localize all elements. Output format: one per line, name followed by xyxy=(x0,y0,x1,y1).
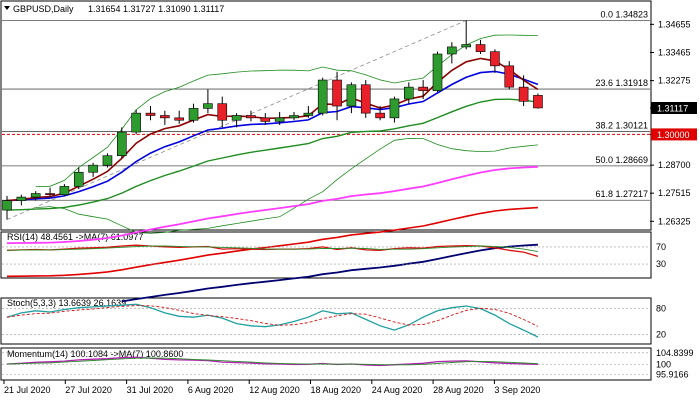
stoch-label: Stoch(5,3,3) 13.6639 26.1639 xyxy=(7,298,126,308)
stoch-axis-label: 80 xyxy=(656,304,666,314)
bullish-candle xyxy=(346,84,357,107)
bullish-candle xyxy=(2,200,12,211)
ohlc-readout: 1.31654 1.31727 1.31090 1.31117 xyxy=(88,4,224,14)
bullish-candle xyxy=(231,115,242,121)
bullish-candle xyxy=(188,108,199,121)
fib-label: 38.2 1.30121 xyxy=(595,121,648,131)
level-price-label: 1.30000 xyxy=(657,130,690,140)
bearish-candle xyxy=(246,115,256,119)
date-axis-label: 12 Aug 2020 xyxy=(249,385,300,395)
bearish-candle xyxy=(332,79,342,107)
date-axis-label: 18 Aug 2020 xyxy=(311,385,362,395)
bullish-candle xyxy=(88,164,98,173)
momentum-label: Momentum(14) 100.1084 ->MA(7) 100.8600 xyxy=(7,349,183,359)
bearish-candle xyxy=(518,86,529,102)
bullish-candle xyxy=(59,186,70,196)
date-axis-label: 31 Jul 2020 xyxy=(127,385,174,395)
rsi-axis-label: 70 xyxy=(656,242,666,252)
chart-header: GBPUSD,Daily 1.31654 1.31727 1.31090 1.3… xyxy=(4,4,224,14)
bearish-candle xyxy=(174,117,184,121)
fib-label: 0.0 1.34823 xyxy=(600,9,648,19)
bullish-candle xyxy=(403,86,414,100)
bearish-candle xyxy=(533,95,543,109)
bearish-candle xyxy=(145,112,156,116)
chart-collapse-icon[interactable] xyxy=(4,6,10,10)
price-axis-label: 1.27515 xyxy=(658,188,691,198)
bullish-candle xyxy=(303,112,314,116)
chart-layer: 0.0 1.34823 23.6 1.31918 38.2 1.30121 50.0 … xyxy=(2,9,697,395)
stoch-main-line xyxy=(6,303,539,338)
bearish-candle xyxy=(217,103,228,121)
bullish-candle xyxy=(289,115,299,119)
bullish-candle xyxy=(432,53,443,91)
date-axis-label: 21 Jul 2020 xyxy=(4,385,51,395)
momentum-axis-label: 104.8399 xyxy=(656,348,694,358)
stoch-axis-label: 20 xyxy=(656,329,666,339)
bearish-candle xyxy=(504,65,515,88)
bullish-candle xyxy=(30,193,41,198)
date-axis-label: 27 Jul 2020 xyxy=(65,385,112,395)
bearish-candle xyxy=(475,44,486,52)
bearish-candle xyxy=(490,51,500,67)
momentum-main-line xyxy=(6,356,538,367)
bollinger-lower-line xyxy=(35,137,538,234)
ema-mid-line xyxy=(6,70,539,202)
bullish-candle xyxy=(447,46,457,55)
stoch-signal-line xyxy=(6,305,539,327)
rsi-signal-line xyxy=(6,245,538,253)
symbol-label: GBPUSD,Daily xyxy=(13,4,74,14)
sma-pink-line xyxy=(6,165,538,245)
momentum-pane-frame xyxy=(0,347,652,381)
price-axis-label: 1.26325 xyxy=(658,216,691,226)
bearish-candle xyxy=(418,86,428,91)
bearish-candle xyxy=(360,84,371,114)
bullish-candle xyxy=(73,171,84,187)
price-pane-frame xyxy=(0,0,652,231)
price-axis-label: 1.33465 xyxy=(658,47,691,57)
bearish-candle xyxy=(160,115,170,119)
bearish-candle xyxy=(375,112,385,119)
bullish-candle xyxy=(389,98,400,119)
date-axis-label: 28 Aug 2020 xyxy=(433,385,484,395)
current-price-label: 1.31117 xyxy=(657,104,688,114)
bullish-candle xyxy=(16,196,27,201)
bullish-candle xyxy=(461,44,472,48)
bullish-candle xyxy=(317,79,328,114)
bearish-candle xyxy=(45,193,55,196)
bullish-candle xyxy=(117,131,127,156)
bullish-candle xyxy=(274,117,285,122)
stoch-pane-frame xyxy=(0,297,652,345)
rsi-label: RSI(14) 48.4561 ->MA(7) 61.0977 xyxy=(7,232,143,242)
date-axis-label: 3 Sep 2020 xyxy=(494,385,540,395)
rsi-axis-label: 30 xyxy=(656,259,666,269)
current-price-box xyxy=(651,102,697,115)
momentum-axis-label: 95.9166 xyxy=(656,369,689,379)
momentum-signal-line xyxy=(6,357,538,366)
fib-label: 50.0 1.28669 xyxy=(595,155,648,165)
momentum-axis-label: 100 xyxy=(656,360,671,370)
bullish-candle xyxy=(102,155,113,166)
fib-label: 23.6 1.31918 xyxy=(595,78,648,88)
price-axis-label: 1.32275 xyxy=(658,76,691,86)
rsi-pane-frame xyxy=(0,231,652,279)
price-axis-label: 1.34655 xyxy=(658,19,691,29)
bearish-candle xyxy=(260,117,271,122)
sma-red-line xyxy=(6,206,538,278)
fib-label: 61.8 1.27217 xyxy=(595,189,648,199)
ema-slow-line xyxy=(6,98,538,211)
bullish-candle xyxy=(203,103,213,109)
level-price-box xyxy=(651,128,697,141)
date-axis-label: 6 Aug 2020 xyxy=(188,385,234,395)
date-axis-label: 24 Aug 2020 xyxy=(372,385,423,395)
bullish-candle xyxy=(131,112,141,133)
price-axis-label: 1.28700 xyxy=(658,160,691,170)
ema-fast-line xyxy=(6,57,539,202)
sma-navy-line xyxy=(121,243,538,303)
